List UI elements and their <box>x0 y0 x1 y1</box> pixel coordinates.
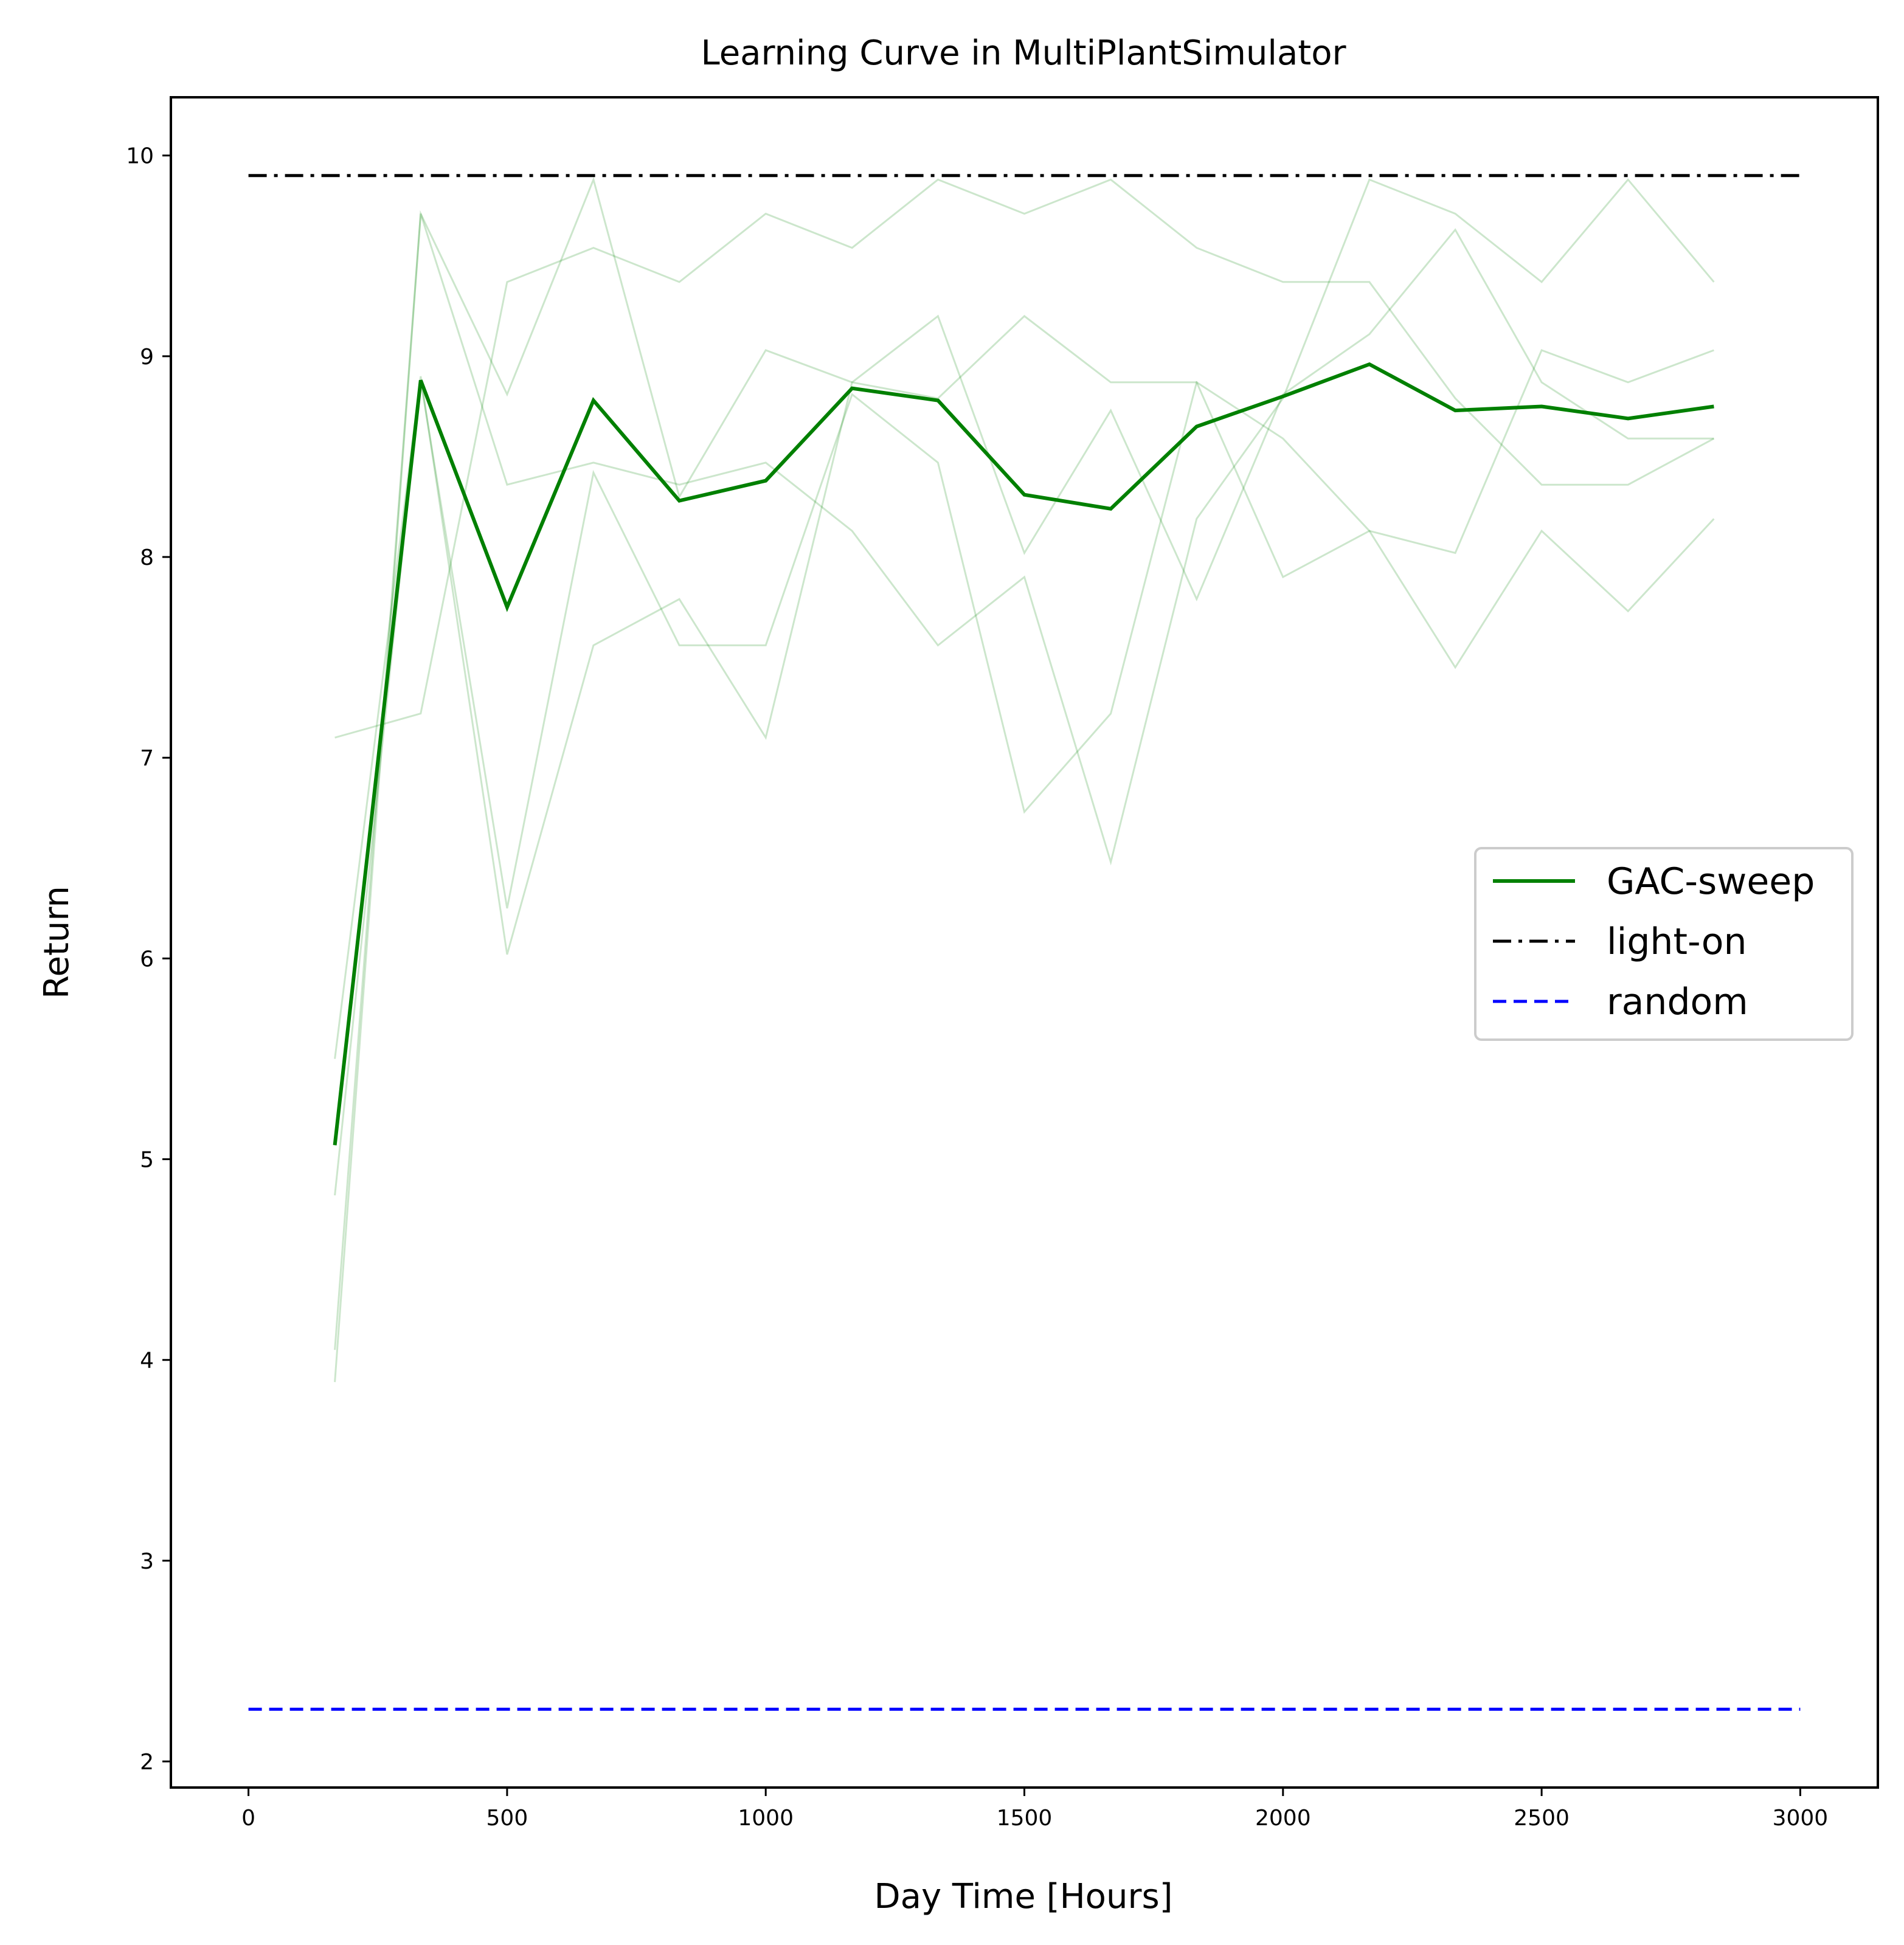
x-tick-label: 500 <box>486 1806 528 1831</box>
legend: GAC-sweep light-on random <box>1474 847 1854 1041</box>
run-line-3 <box>334 380 1715 1196</box>
x-tick-label: 2000 <box>1255 1806 1311 1831</box>
run-line-1 <box>334 178 1715 739</box>
y-tick-label: 8 <box>140 545 154 570</box>
x-tick-label: 3000 <box>1773 1806 1829 1831</box>
y-tick-label: 2 <box>140 1750 154 1775</box>
x-tick-label: 1500 <box>997 1806 1053 1831</box>
individual-runs <box>334 176 1715 1383</box>
y-axis: 2 3 4 5 6 7 8 9 10 <box>126 144 171 1775</box>
legend-label-gac-sweep: GAC-sweep <box>1607 860 1815 903</box>
y-tick-label: 10 <box>126 144 154 169</box>
x-tick-label: 2500 <box>1514 1806 1570 1831</box>
x-axis: 0 500 1000 1500 2000 2500 3000 <box>241 1788 1828 1831</box>
legend-label-random: random <box>1607 981 1748 1023</box>
series-line-gac-sweep <box>333 362 1714 1145</box>
series-lines <box>248 174 1801 1711</box>
legend-label-light-on: light-on <box>1607 921 1746 963</box>
x-axis-title: Day Time [Hours] <box>874 1877 1173 1916</box>
legend-box <box>1474 847 1854 1041</box>
y-tick-label: 5 <box>140 1148 154 1173</box>
run-line-5 <box>334 314 1714 1059</box>
x-tick-label: 0 <box>241 1806 255 1831</box>
y-tick-label: 4 <box>140 1349 154 1373</box>
run-line-4 <box>334 176 1714 1383</box>
y-tick-label: 7 <box>140 746 154 771</box>
y-axis-title: Return <box>37 886 77 999</box>
y-tick-label: 6 <box>140 947 154 972</box>
y-tick-label: 3 <box>140 1549 154 1574</box>
x-tick-label: 1000 <box>738 1806 794 1831</box>
chart-title: Learning Curve in MultiPlantSimulator <box>701 33 1346 73</box>
legend-items: GAC-sweep light-on random <box>1493 860 1815 1023</box>
y-tick-label: 9 <box>140 345 154 370</box>
